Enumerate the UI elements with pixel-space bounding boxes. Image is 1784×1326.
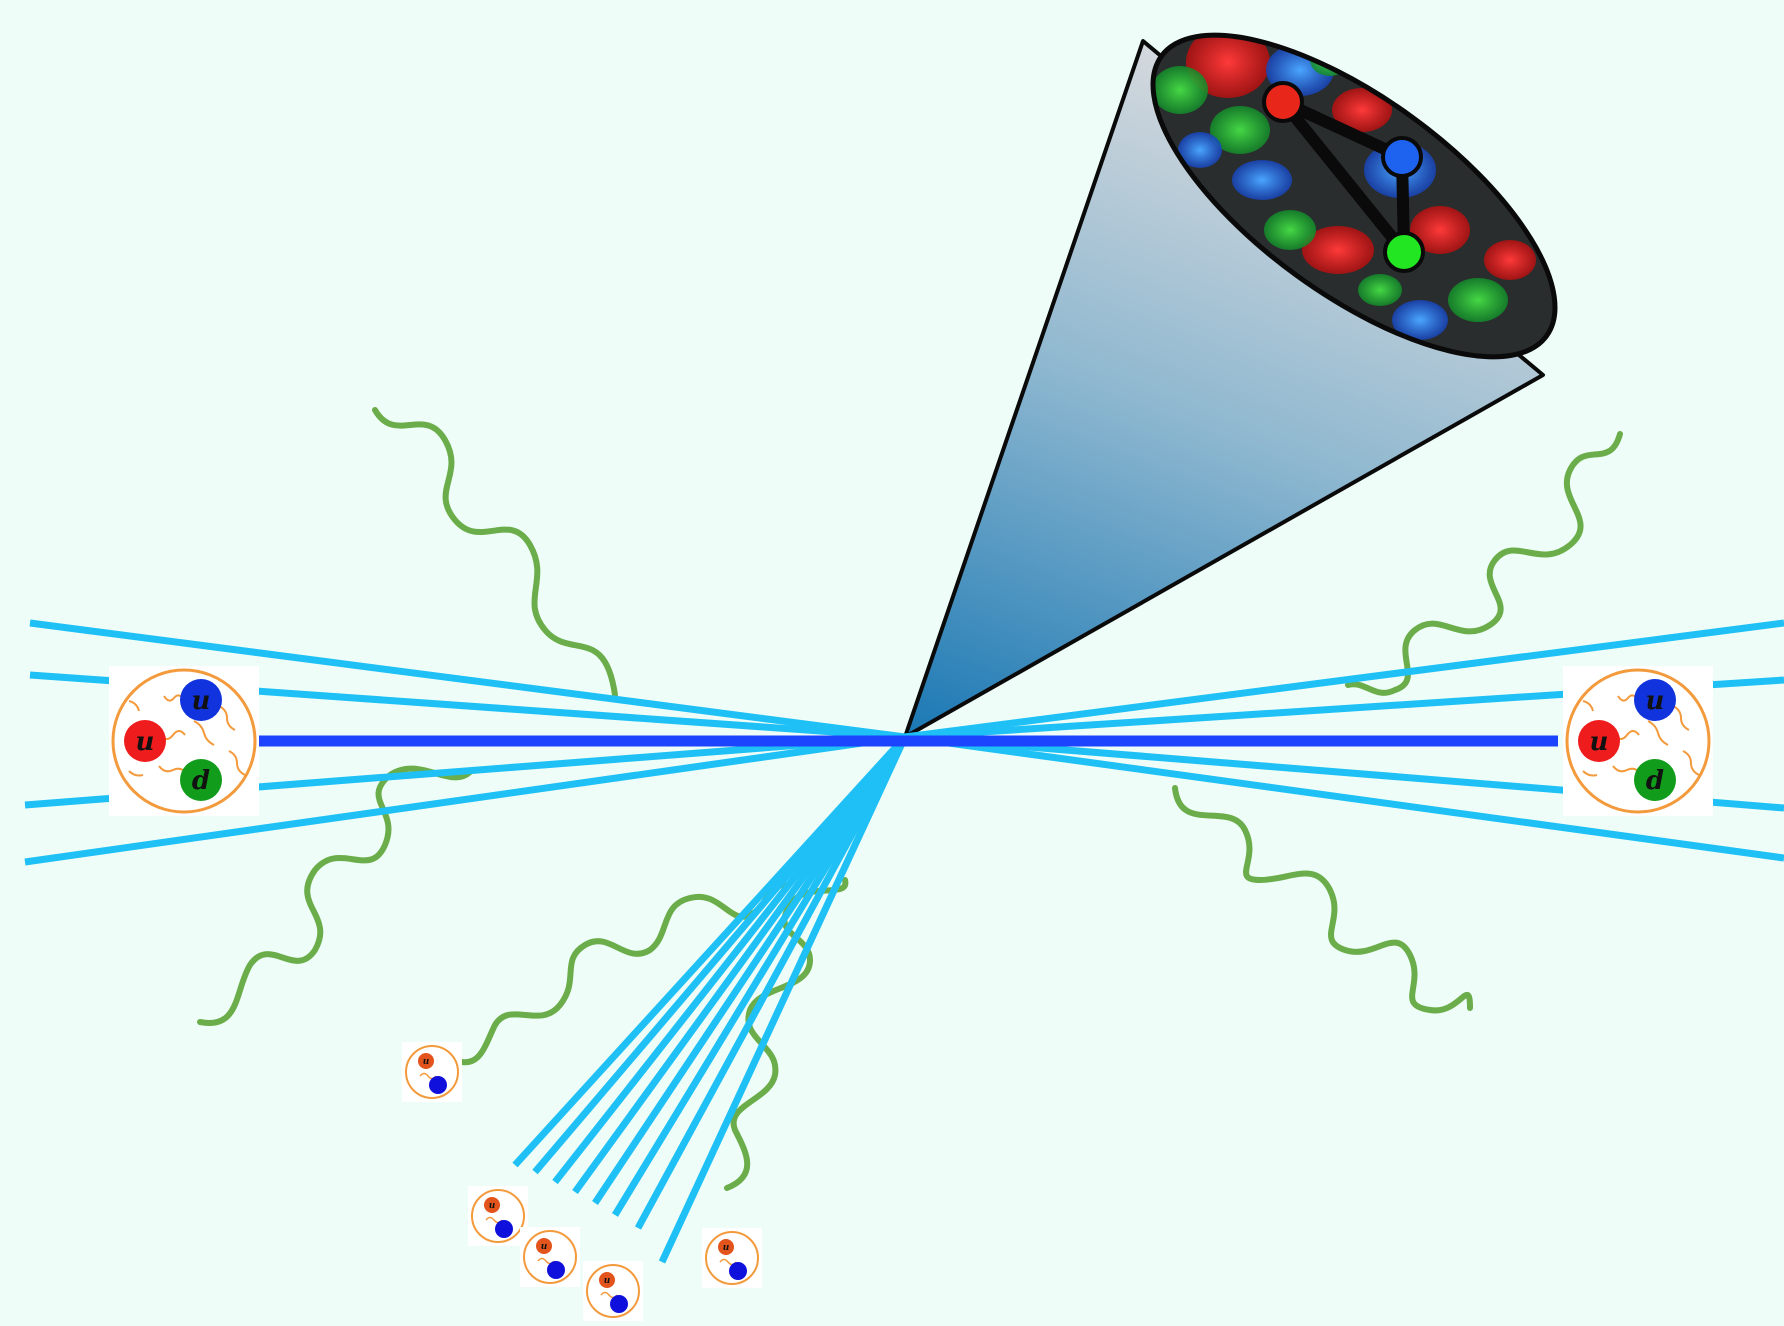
- track-line: [532, 734, 908, 1175]
- red-node: [1262, 81, 1304, 123]
- quark-label: d: [1646, 766, 1664, 796]
- meson-1: u: [402, 1042, 462, 1102]
- meson-label: u: [489, 1201, 496, 1211]
- quark-u-blue: [180, 679, 222, 721]
- wavy-photon-icon: [1172, 785, 1473, 1014]
- track-line: [658, 735, 909, 1264]
- meson-4: u: [583, 1261, 643, 1321]
- quark-label: d: [192, 766, 210, 796]
- track-line: [904, 619, 1784, 741]
- quark-label: u: [1590, 727, 1609, 757]
- meson-5: u: [702, 1228, 762, 1288]
- color-triplet: [1262, 81, 1425, 273]
- track-line: [634, 735, 909, 1230]
- green-node: [1383, 231, 1425, 273]
- proton-right: u u d: [1563, 666, 1713, 816]
- quark-d-green: [180, 759, 222, 801]
- track-line: [29, 619, 906, 741]
- quark-u-blue: [1634, 679, 1676, 721]
- wavy-photon-icon: [1345, 431, 1623, 696]
- hadron-spray: [512, 734, 909, 1264]
- quark-u-red: [1578, 720, 1620, 762]
- meson-label: u: [723, 1243, 730, 1253]
- meson-2: u: [468, 1186, 528, 1246]
- blue-node: [1381, 136, 1423, 178]
- track-line: [572, 734, 908, 1195]
- quark-label: u: [1646, 686, 1665, 716]
- wavy-photon-icon: [452, 882, 788, 1066]
- meson-label: u: [423, 1057, 430, 1067]
- quark-label: u: [192, 686, 211, 716]
- quark-u-red: [124, 720, 166, 762]
- wavy-photon-icon: [372, 407, 618, 698]
- track-line: [904, 733, 1784, 862]
- track-line: [612, 735, 908, 1217]
- meson-3: u: [520, 1227, 580, 1287]
- meson-label: u: [541, 1242, 548, 1252]
- meson-label: u: [604, 1276, 611, 1286]
- quark-d-green: [1634, 759, 1676, 801]
- track-line: [24, 733, 906, 866]
- track-line: [592, 735, 908, 1205]
- jet-cone-icon: [903, 26, 1558, 739]
- quark-label: u: [136, 727, 155, 757]
- track-line: [552, 734, 908, 1185]
- proton-left: u u d: [109, 666, 259, 816]
